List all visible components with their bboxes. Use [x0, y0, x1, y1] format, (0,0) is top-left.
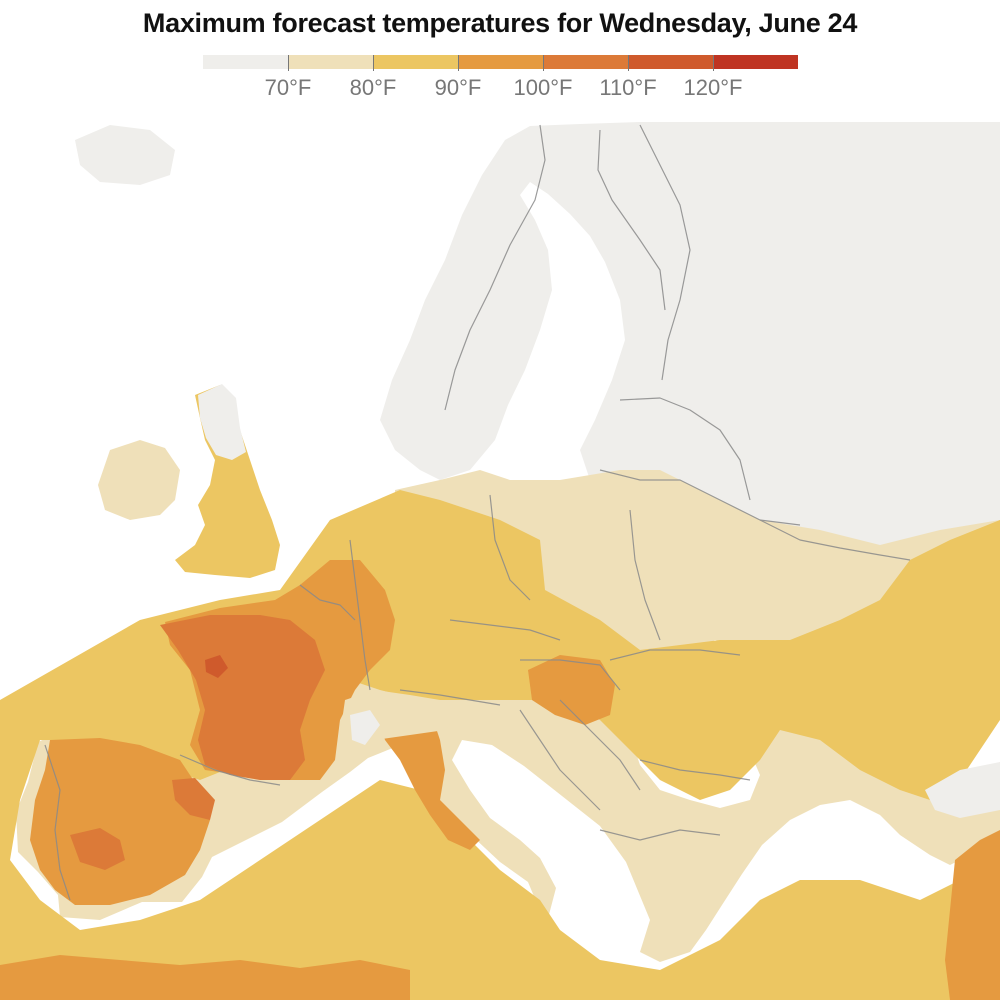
country-borders	[44, 124, 911, 901]
border-spain-portugal	[44, 744, 71, 901]
legend-swatch-below-70	[203, 55, 288, 69]
border-hungary	[520, 659, 621, 691]
band-110f-france	[160, 615, 325, 780]
alps-coolest-patch	[350, 710, 380, 745]
border-sweden-finland	[597, 129, 666, 311]
border-france-spain	[179, 754, 281, 786]
legend-swatch-110-120	[628, 55, 713, 69]
border-romania	[609, 649, 741, 661]
anatolia-cool-patch	[925, 762, 1000, 818]
map-title: Maximum forecast temperatures for Wednes…	[142, 8, 858, 38]
legend-swatch-90-100	[458, 55, 543, 69]
band-120f-france-spot	[205, 655, 228, 678]
border-benelux	[299, 584, 356, 621]
border-austria-italy	[399, 689, 501, 706]
legend-swatch-80-90	[373, 55, 458, 69]
border-norway-sweden	[444, 124, 546, 411]
band-100f-turkey-east	[945, 830, 1000, 1000]
band-110f-iberia	[70, 828, 125, 870]
legend-swatch-70-80	[288, 55, 373, 69]
legend-tick	[288, 55, 289, 71]
band-100f-italy	[375, 700, 480, 850]
legend-swatch-above-120	[713, 55, 798, 69]
legend-tick	[458, 55, 459, 71]
continental-mainland	[16, 470, 1000, 962]
border-poland-ukraine	[629, 509, 661, 641]
iceland	[75, 125, 175, 185]
legend-label-100: 100°F	[513, 75, 573, 100]
legend-swatch-100-110	[543, 55, 628, 69]
legend-color-bar	[203, 55, 798, 69]
legend-tick	[373, 55, 374, 71]
legend-tick	[713, 55, 714, 71]
northern-landmass	[380, 122, 1000, 560]
border-romania-bulgaria	[639, 759, 751, 781]
border-czech-austria	[449, 619, 561, 641]
band-110f-iberia-south	[172, 778, 215, 820]
border-finland-russia	[639, 124, 691, 381]
border-germany-france	[349, 539, 371, 691]
border-baltics	[619, 397, 751, 501]
legend-label-70: 70°F	[264, 75, 312, 100]
legend-tick	[628, 55, 629, 71]
legend-label-80: 80°F	[349, 75, 397, 100]
legend-label-120: 120°F	[683, 75, 743, 100]
band-100f-iberia	[30, 738, 210, 905]
temperature-legend: 70°F 80°F 90°F 100°F 110°F 120°F	[203, 55, 798, 105]
scotland	[198, 384, 246, 460]
legend-label-90: 90°F	[434, 75, 482, 100]
band-90f-east	[920, 520, 1000, 700]
ireland	[98, 440, 180, 520]
legend-label-110: 110°F	[599, 75, 657, 100]
border-balkans-2	[559, 699, 641, 791]
border-balkans-1	[519, 709, 601, 811]
border-ukraine-russia	[759, 519, 911, 561]
border-poland-germany	[489, 494, 531, 601]
band-100f-hungary	[528, 655, 615, 725]
border-belarus	[599, 469, 801, 526]
band-100f-north-africa	[0, 955, 410, 1000]
europe-temperature-map	[0, 122, 1000, 1000]
legend-tick	[543, 55, 544, 71]
border-greece	[599, 829, 721, 841]
great-britain	[175, 385, 280, 578]
